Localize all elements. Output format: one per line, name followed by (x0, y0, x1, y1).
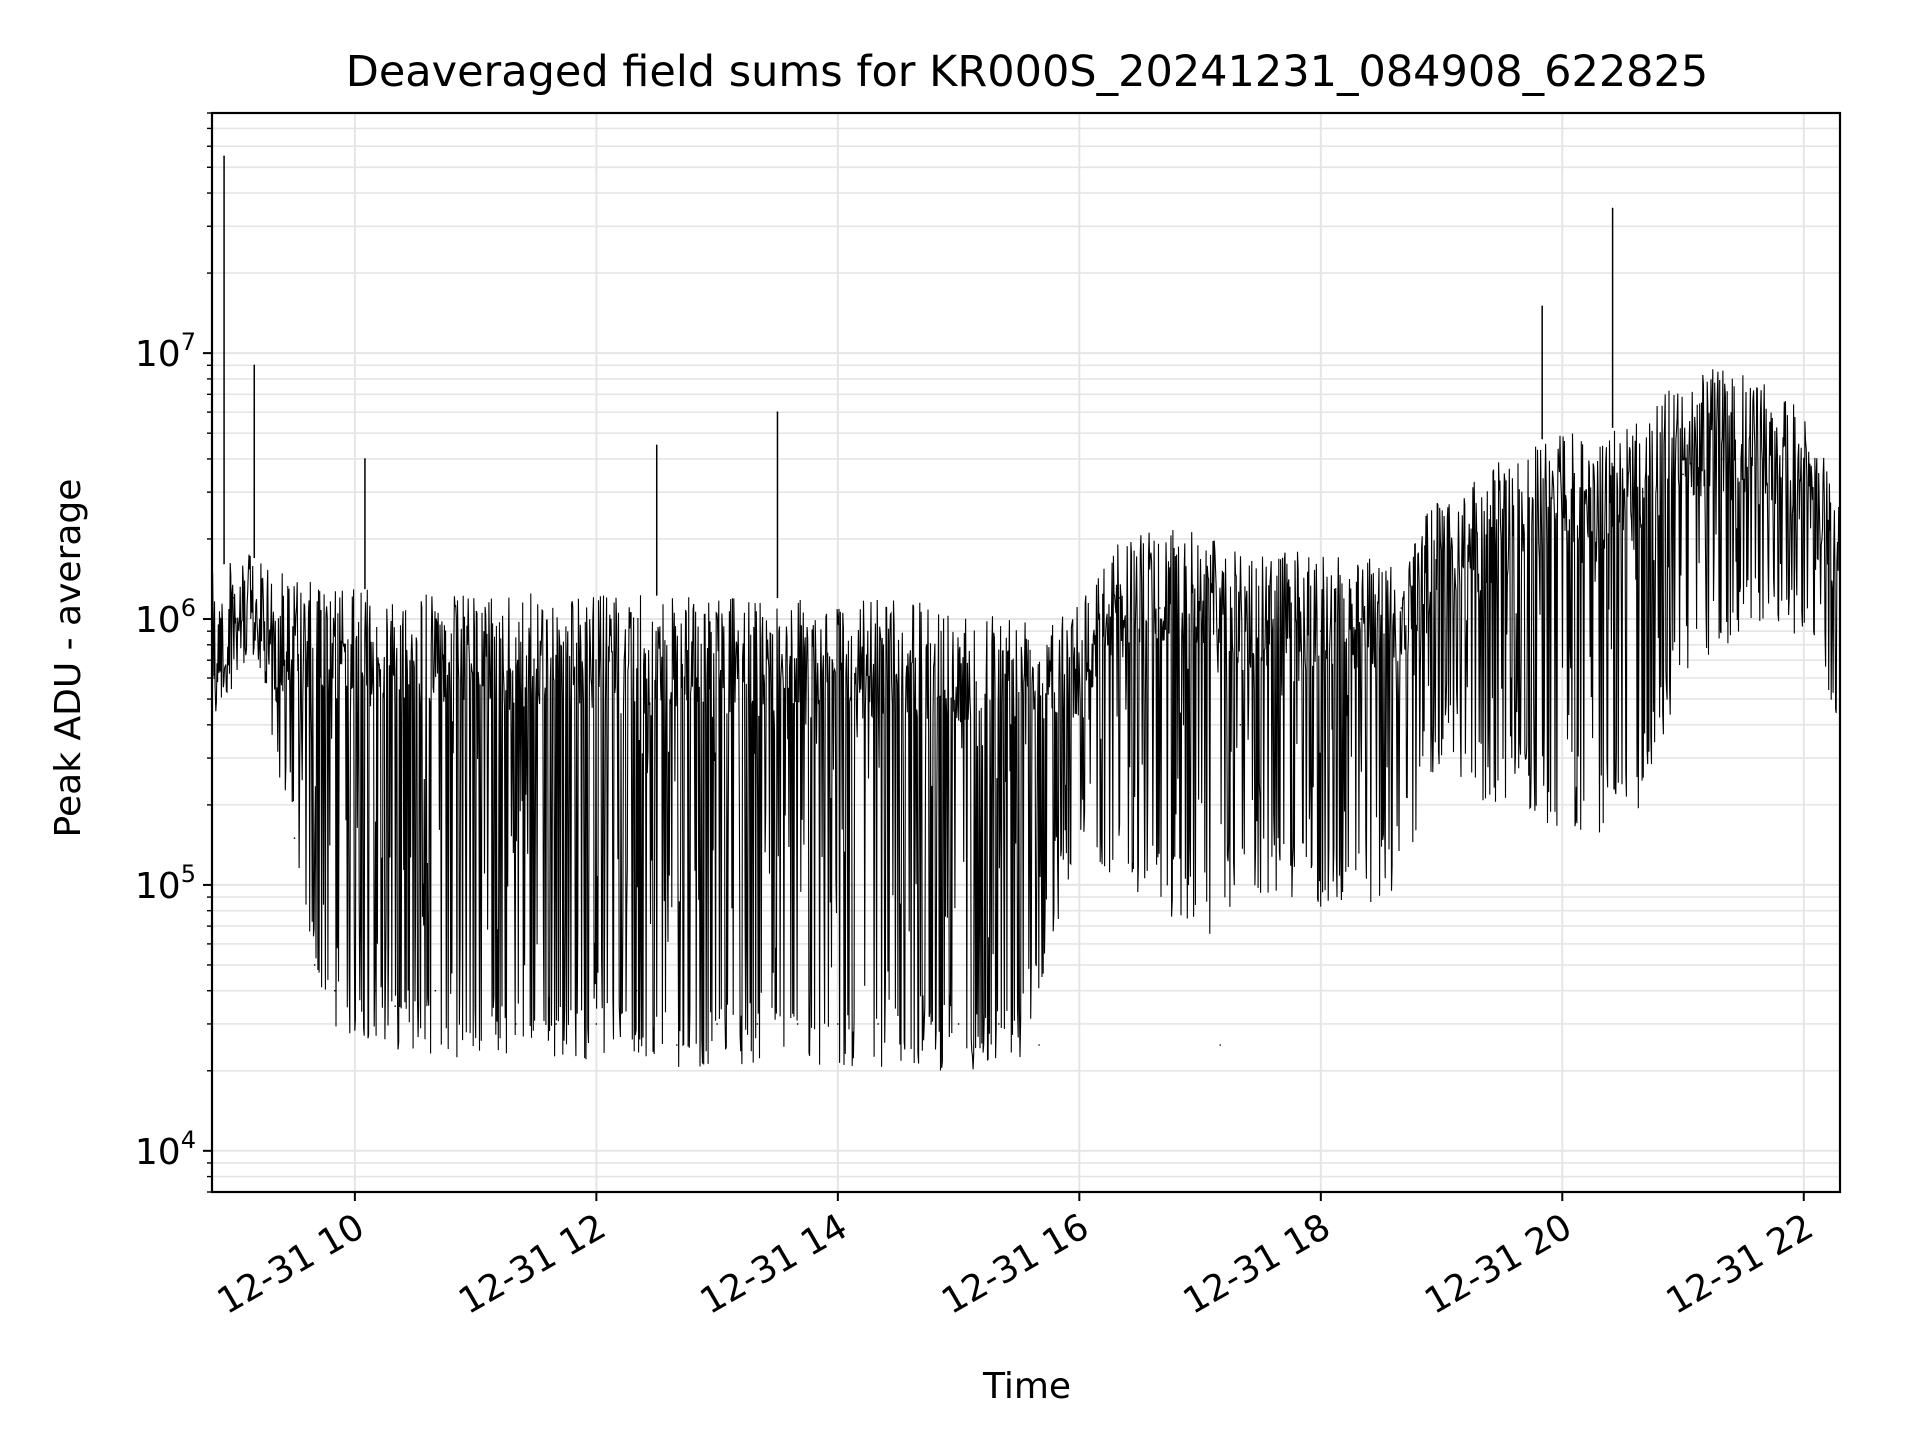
plot-frame (210, 111, 1842, 1194)
data-point (1219, 1044, 1221, 1046)
data-point (333, 989, 336, 992)
data-point (1762, 458, 1765, 460)
y-tick-label: 106 (135, 594, 196, 641)
y-axis-label: Peak ADU - average (48, 479, 89, 838)
x-axis-label: Time (982, 1366, 1071, 1407)
data-point (837, 1023, 839, 1025)
data-point (394, 1005, 396, 1007)
data-point (555, 1023, 557, 1025)
data-point (1682, 473, 1684, 476)
data-point (223, 155, 225, 158)
data-point (1561, 512, 1564, 515)
data-point (1611, 207, 1614, 210)
data-point (635, 989, 638, 992)
data-point (313, 964, 316, 966)
data-point (1722, 458, 1725, 460)
data-point (474, 1005, 477, 1007)
data-point (1400, 607, 1403, 609)
data-point (877, 1023, 879, 1025)
data-point (716, 1023, 718, 1025)
data-point (1038, 1044, 1040, 1046)
data-point (796, 1023, 799, 1025)
y-tick-base: 10 (135, 600, 181, 641)
y-tick-exponent: 7 (181, 328, 196, 356)
y-tick-exponent: 5 (181, 860, 196, 888)
y-tick-exponent: 6 (181, 594, 196, 622)
data-point (213, 677, 215, 679)
data-point (595, 1023, 598, 1025)
series-line-noise (211, 369, 1841, 1071)
data-point (1480, 550, 1483, 552)
data-point (515, 1023, 517, 1025)
data-point (998, 1023, 1000, 1025)
data-point (253, 364, 256, 367)
data-point (917, 1023, 920, 1025)
data-point (957, 1023, 960, 1025)
data-point (1159, 607, 1161, 609)
data-point (1601, 491, 1604, 493)
data-point (655, 444, 658, 447)
data-point (374, 989, 376, 992)
data-point (1641, 491, 1644, 493)
data-series (211, 155, 1841, 1071)
data-point (1521, 538, 1523, 540)
data-point (776, 411, 779, 413)
data-point (1541, 305, 1543, 308)
data-point (1118, 597, 1121, 599)
data-point (273, 677, 276, 679)
data-point (1078, 677, 1081, 679)
data-point (434, 989, 437, 992)
data-point (354, 964, 356, 966)
data-point (1360, 618, 1362, 620)
y-tick-label: 104 (135, 1126, 196, 1173)
data-point (233, 597, 235, 599)
data-point (293, 837, 296, 839)
data-point (1440, 571, 1443, 574)
data-point (1279, 607, 1282, 609)
data-point (676, 1044, 678, 1046)
data-point (364, 458, 366, 460)
data-point (1239, 724, 1242, 726)
y-tick-label: 107 (135, 328, 196, 375)
data-point (1199, 597, 1201, 599)
y-tick-exponent: 4 (181, 1126, 196, 1154)
y-tick-base: 10 (135, 866, 181, 907)
data-point (243, 618, 245, 620)
y-tick-base: 10 (135, 334, 181, 375)
y-tick-base: 10 (135, 1132, 181, 1173)
chart-title: Deaveraged field sums for KR000S_2024123… (346, 47, 1709, 97)
y-tick-label: 105 (135, 860, 196, 907)
data-point (756, 1023, 759, 1025)
data-point (1320, 630, 1322, 632)
data-point (1802, 473, 1805, 476)
